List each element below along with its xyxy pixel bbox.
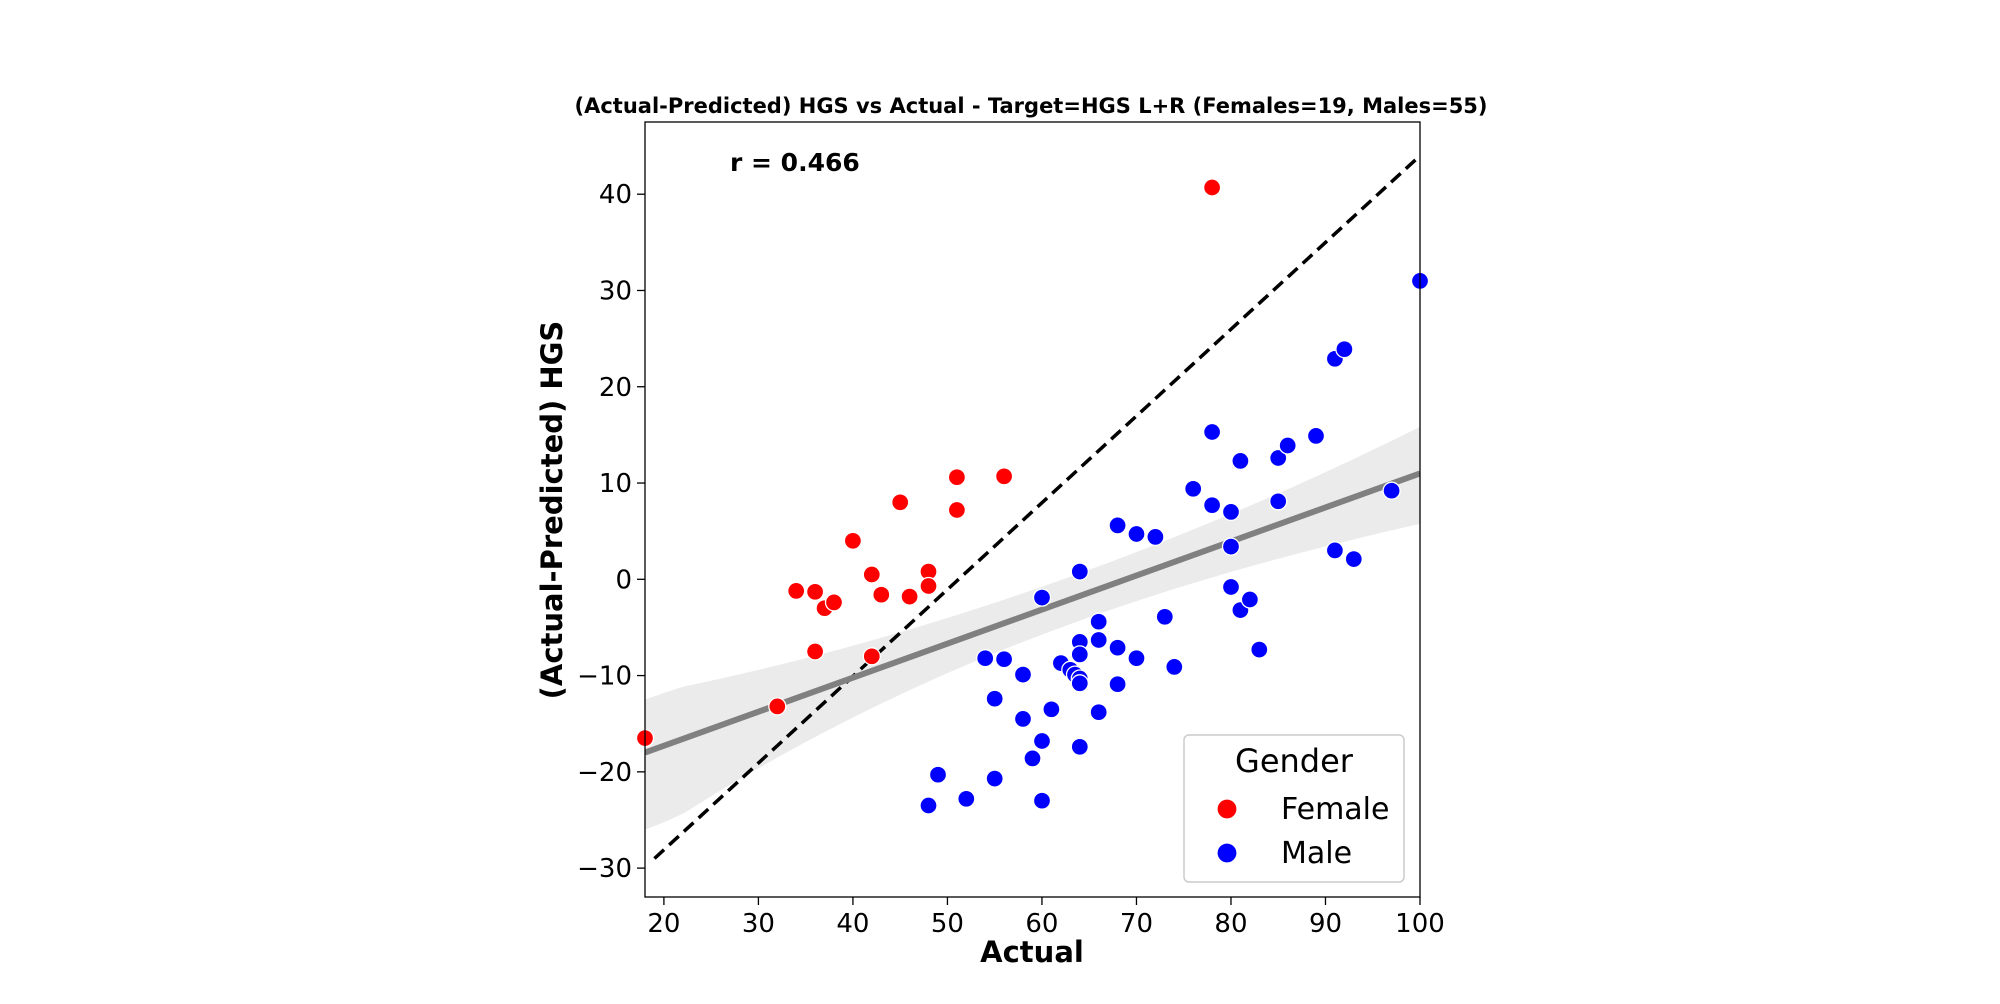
data-point-female: [862, 565, 881, 584]
data-point-male: [1382, 481, 1401, 500]
regression-line: [645, 470, 1420, 756]
legend-label-female: Female: [1281, 792, 1389, 827]
data-point-male: [1344, 549, 1363, 569]
data-point-female: [862, 647, 881, 666]
data-point-female: [919, 576, 938, 596]
data-point-female: [805, 642, 825, 661]
x-tick-label: 60: [1025, 909, 1058, 939]
data-point-male: [985, 769, 1004, 788]
y-tick-label: −30: [577, 854, 632, 884]
y-tick-label: 20: [599, 373, 632, 403]
y-tick-label: −10: [577, 662, 632, 692]
data-point-female: [843, 531, 863, 550]
y-tick-label: 40: [599, 180, 632, 210]
data-point-female: [787, 581, 806, 601]
data-point-male: [1269, 448, 1288, 468]
data-point-male: [1127, 524, 1146, 544]
data-point-male: [1306, 426, 1326, 446]
legend: Gender Female Male: [1183, 734, 1405, 883]
data-point-male: [1184, 479, 1203, 498]
y-axis-title: (Actual-Predicted) HGS: [535, 321, 569, 700]
data-point-male: [1108, 638, 1127, 657]
x-tick-label: 100: [1395, 909, 1445, 939]
data-point-male: [1070, 737, 1089, 756]
data-point-male: [1250, 640, 1269, 659]
points-layer: [635, 178, 1430, 815]
data-point-male: [1042, 700, 1061, 719]
data-point-female: [891, 493, 910, 512]
data-point-female: [872, 585, 891, 604]
chart-title: (Actual-Predicted) HGS vs Actual - Targe…: [574, 94, 1487, 118]
data-point-male: [1032, 731, 1052, 751]
legend-box: [1183, 734, 1405, 883]
data-point-male: [1032, 791, 1052, 810]
data-point-male: [1240, 590, 1260, 609]
data-point-male: [1155, 607, 1174, 626]
legend-marker-male: [1216, 842, 1238, 864]
data-point-male: [1108, 516, 1127, 535]
legend-marker-female: [1216, 798, 1238, 820]
plot-frame: [644, 121, 1421, 898]
y-tick-label: 30: [599, 276, 632, 306]
data-point-male: [1231, 451, 1250, 471]
x-tick-label: 30: [742, 909, 775, 939]
data-point-male: [1089, 630, 1108, 650]
legend-label-male: Male: [1281, 836, 1352, 871]
data-point-male: [1127, 649, 1146, 668]
data-point-male: [1335, 340, 1354, 359]
data-point-male: [1032, 588, 1052, 607]
data-point-male: [1165, 657, 1184, 677]
data-point-male: [1202, 422, 1222, 442]
data-point-female: [900, 587, 919, 606]
data-point-male: [919, 796, 938, 815]
data-point-female: [768, 697, 787, 716]
data-point-female: [994, 467, 1014, 486]
data-point-male: [1070, 674, 1089, 693]
data-point-female: [947, 500, 967, 520]
data-point-male: [985, 689, 1004, 708]
data-point-male: [1070, 645, 1089, 664]
data-point-male: [1070, 562, 1089, 581]
data-point-female: [947, 468, 967, 487]
y-tick-label: 0: [615, 565, 632, 595]
data-point-female: [824, 593, 844, 612]
data-point-male: [1221, 502, 1241, 522]
data-point-male: [1221, 577, 1241, 597]
data-point-male: [994, 650, 1014, 669]
x-tick-label: 40: [836, 909, 869, 939]
x-tick-label: 80: [1214, 909, 1247, 939]
x-tick-label: 20: [647, 909, 680, 939]
data-point-male: [1089, 703, 1108, 722]
correlation-annotation: r = 0.466: [730, 148, 860, 177]
data-point-female: [805, 582, 825, 601]
data-point-male: [1269, 492, 1288, 511]
data-point-male: [1325, 541, 1345, 560]
data-point-male: [1023, 749, 1042, 768]
data-point-male: [1108, 675, 1127, 694]
x-tick-label: 50: [931, 909, 964, 939]
data-point-male: [1089, 612, 1108, 631]
x-tick-label: 70: [1120, 909, 1153, 939]
data-point-female: [1202, 178, 1222, 197]
y-tick-label: 10: [599, 469, 632, 499]
data-point-male: [1013, 709, 1033, 729]
x-tick-label: 90: [1309, 909, 1342, 939]
legend-title: Gender: [1235, 742, 1354, 780]
regression-confidence-band: [645, 426, 1420, 830]
ticks-layer: 20 30 40 50 60 70 80 90 100 −30 −20 −10 0 10 20 30 40: [577, 180, 1445, 939]
data-point-male: [1146, 527, 1165, 547]
data-point-male: [1278, 436, 1297, 455]
data-point-male: [1202, 496, 1222, 515]
data-point-male: [1221, 537, 1241, 556]
y-tick-label: −20: [577, 758, 632, 788]
confidence-band-layer: [645, 426, 1420, 830]
data-point-male: [928, 765, 948, 784]
identity-reference-line: [653, 154, 1420, 860]
data-point-male: [976, 649, 995, 668]
data-point-male: [1013, 665, 1033, 684]
x-axis-title: Actual: [980, 935, 1084, 969]
data-point-male: [957, 789, 976, 808]
